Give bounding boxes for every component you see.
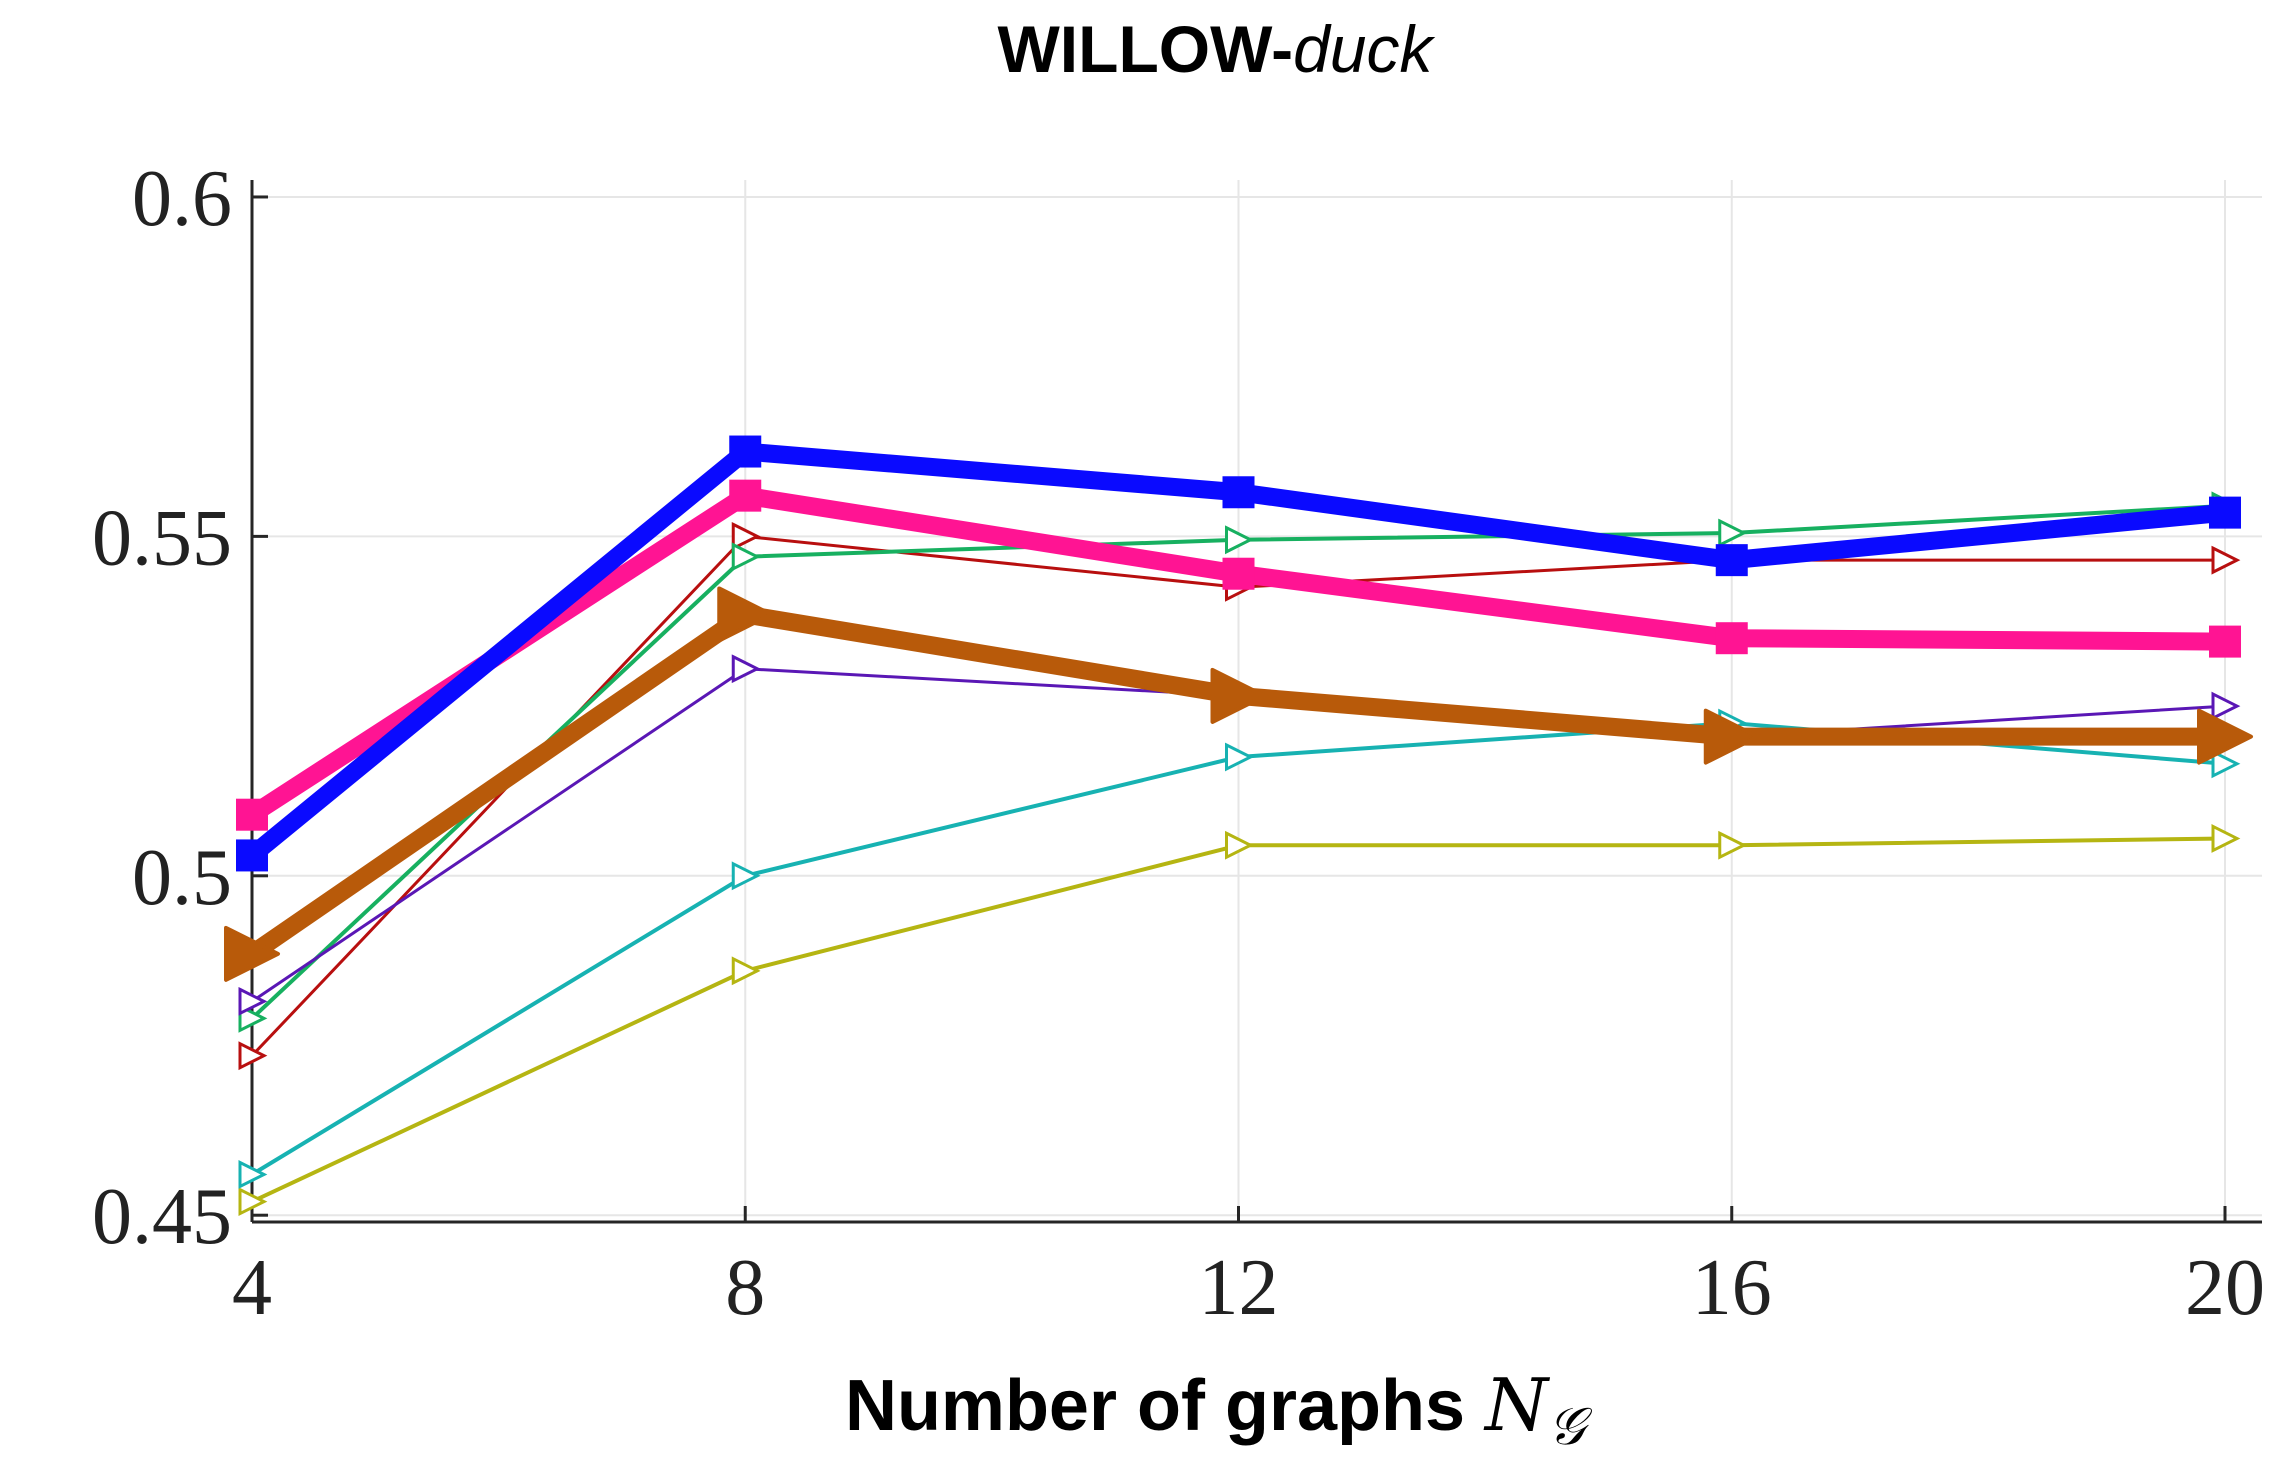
data-point-triangle-open (2211, 545, 2241, 575)
series-brown-triangle (224, 586, 2254, 982)
x-tick-label: 8 (725, 1244, 765, 1332)
x-tick-label: 4 (232, 1244, 272, 1332)
data-point-square (1222, 557, 1255, 590)
data-point-triangle-open (238, 986, 268, 1016)
data-point-square (729, 435, 762, 468)
data-point-triangle (224, 925, 280, 982)
data-point-triangle-open (1225, 525, 1254, 555)
y-tick-label: 0.45 (92, 1173, 232, 1261)
data-point-triangle-open (238, 1003, 268, 1033)
x-tick-label: 12 (1199, 1244, 1279, 1332)
y-tick-label: 0.55 (92, 494, 232, 582)
x-axis-label: Number of graphs N𝒢 (845, 1363, 1593, 1457)
series-pink-square (236, 479, 2242, 831)
series-blue-square (236, 435, 2242, 872)
x-axis-label-text: Number of graphs (845, 1366, 1485, 1446)
data-point-square (236, 839, 268, 872)
data-point-triangle (1703, 708, 1760, 765)
data-point-triangle (2197, 708, 2254, 765)
data-point-triangle-open (1718, 830, 1748, 860)
data-point-triangle (1210, 667, 1267, 724)
x-axis-label-symbol: N (1483, 1363, 1551, 1447)
data-point-triangle (717, 586, 774, 643)
data-point-triangle-open (731, 654, 761, 684)
series-green-triangle (238, 491, 2241, 1033)
data-point-square (729, 479, 762, 512)
x-tick-label: 20 (2185, 1244, 2265, 1332)
x-tick-label: 16 (1692, 1244, 1772, 1332)
data-point-triangle-open (731, 956, 761, 986)
data-point-square (2209, 625, 2242, 658)
data-point-square (236, 798, 268, 831)
data-point-triangle-open (2211, 691, 2241, 721)
data-point-triangle-open (731, 542, 761, 572)
data-point-square (1715, 544, 1748, 577)
data-point-triangle-open (2211, 824, 2241, 853)
data-point-triangle-open (238, 1187, 268, 1217)
data-point-square (1715, 622, 1748, 655)
chart-title-main: WILLOW- (998, 12, 1294, 86)
data-point-triangle-open (238, 1041, 268, 1071)
data-point-triangle-open (238, 1160, 268, 1189)
tick-labels: 4 8 12 16 20 0.45 0.5 0.55 0.6 (92, 155, 2265, 1332)
series-group (224, 435, 2254, 1217)
data-point-triangle-open (731, 521, 761, 551)
data-point-triangle-open (2211, 749, 2241, 779)
chart-title-italic: duck (1293, 12, 1435, 86)
data-point-triangle-open (1718, 518, 1748, 548)
data-point-triangle-open (731, 861, 761, 891)
data-point-triangle-open (1225, 742, 1254, 772)
y-tick-label: 0.6 (132, 155, 232, 243)
data-point-triangle-open (1225, 830, 1254, 860)
y-tick-label: 0.5 (132, 834, 232, 922)
series-yellow-triangle (238, 824, 2241, 1217)
chart-title: WILLOW-duck (998, 12, 1436, 86)
data-point-square (1222, 476, 1255, 509)
data-point-square (2209, 496, 2242, 529)
